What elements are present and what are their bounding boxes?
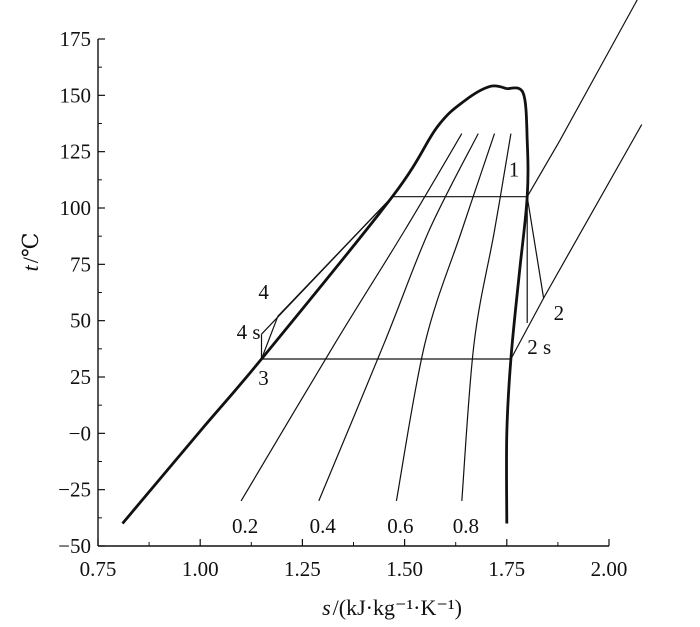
quality-line-0-8 (461, 133, 512, 501)
y-axis-title: t/℃ (18, 233, 43, 272)
axes: 0.75 1.00 1.25 1.50 1.75 2.001751501251007550… (58, 27, 627, 581)
quality-label: 0.4 (310, 514, 337, 538)
x-tick-label: 1.25 (284, 557, 321, 581)
state-point-label: 2 (554, 301, 565, 325)
y-tick-label: 150 (60, 83, 92, 107)
quality-label: 0.2 (232, 514, 258, 538)
y-tick-label: −50 (58, 534, 91, 558)
cycle-segment (277, 196, 393, 317)
quality-label: 0.8 (453, 514, 479, 538)
curves (121, 0, 643, 525)
y-tick-label: 50 (70, 309, 91, 333)
cycle-segment (260, 315, 279, 360)
saturated-vapor-line (505, 86, 530, 524)
isobar-line (510, 124, 643, 360)
y-tick-label: 125 (60, 140, 92, 164)
x-tick-label: 2.00 (591, 557, 628, 581)
y-tick-label: 25 (70, 365, 91, 389)
x-tick-label: 1.75 (488, 557, 525, 581)
quality-label: 0.6 (387, 514, 413, 538)
cycle-segment (526, 196, 545, 299)
isobar-line (526, 0, 638, 198)
y-tick-label: 100 (60, 196, 92, 220)
quality-line-0-2 (240, 133, 463, 502)
y-tick-label: −25 (58, 478, 91, 502)
state-point-label: 1 (509, 158, 520, 182)
y-tick-label: 75 (70, 252, 91, 276)
y-tick-label: 175 (60, 27, 92, 51)
state-point-label: 2 s (527, 335, 551, 359)
x-tick-label: 1.50 (386, 557, 423, 581)
saturated-liquid-line (121, 84, 508, 525)
quality-line-0-6 (395, 133, 496, 502)
x-tick-label: 0.75 (80, 557, 117, 581)
quality-line-0-4 (318, 133, 479, 502)
state-point-label: 4 s (237, 320, 261, 344)
labels: 0.2 0.4 0.6 0.8 1 22 s 3 4 4 s (232, 158, 564, 538)
y-tick-label: −0 (69, 421, 91, 445)
x-axis-title: s/(kJ·kg⁻¹·K⁻¹) (322, 595, 462, 620)
state-point-label: 3 (258, 366, 269, 390)
x-tick-label: 1.00 (182, 557, 219, 581)
state-point-label: 4 (258, 280, 269, 304)
